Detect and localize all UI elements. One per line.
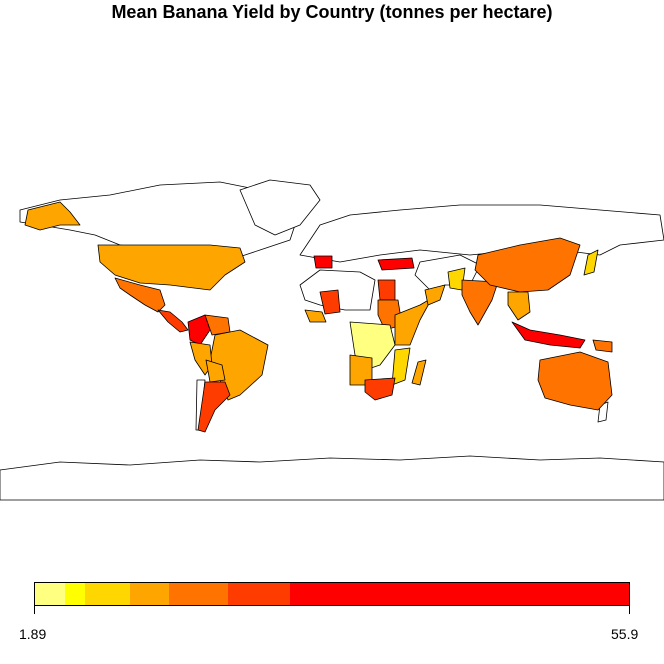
country-mexico: [114, 277, 166, 313]
country-colombia: [187, 314, 211, 346]
legend-band-2: [85, 583, 131, 605]
country-oman: [424, 284, 446, 306]
country-japan: [583, 249, 599, 276]
europe-russia: [299, 204, 664, 263]
legend-band-4: [168, 583, 229, 605]
country-east-africa: [394, 297, 433, 346]
map-title: Mean Banana Yield by Country (tonnes per…: [111, 2, 553, 22]
legend-max-tick: [629, 606, 630, 614]
legend-min-tick: [34, 606, 35, 614]
countries: [24, 201, 613, 433]
country-madagascar: [411, 359, 427, 386]
country-mozambique: [391, 347, 411, 386]
greenland: [239, 179, 321, 236]
country-west-africa: [304, 309, 327, 323]
country-mali: [319, 289, 341, 315]
legend-min-label: 1.89: [19, 626, 47, 642]
antarctica: [0, 455, 664, 501]
country-usa: [97, 244, 246, 291]
country-china: [474, 237, 581, 293]
country-turkey: [377, 257, 415, 271]
legend-band-3: [130, 583, 169, 605]
country-south-africa: [364, 377, 396, 401]
alaska-canada-landmass: [19, 181, 301, 263]
country-indonesia: [511, 321, 586, 349]
legend-band-1: [64, 583, 86, 605]
country-egypt: [377, 279, 396, 301]
color-legend-bar: [34, 582, 630, 606]
legend-max-label: 55.9: [611, 626, 639, 642]
country-southeast-asia: [507, 291, 531, 321]
country-central-america: [157, 309, 189, 333]
country-argentina: [197, 381, 231, 433]
country-papua-new-guinea: [592, 339, 613, 353]
legend-band-5: [228, 583, 291, 605]
country-india: [461, 279, 499, 326]
legend-band-6: [290, 583, 629, 605]
country-bolivia: [205, 359, 226, 383]
country-spain: [313, 255, 333, 269]
legend-band-0: [35, 583, 65, 605]
country-alaska: [24, 201, 81, 231]
country-australia: [537, 351, 613, 411]
